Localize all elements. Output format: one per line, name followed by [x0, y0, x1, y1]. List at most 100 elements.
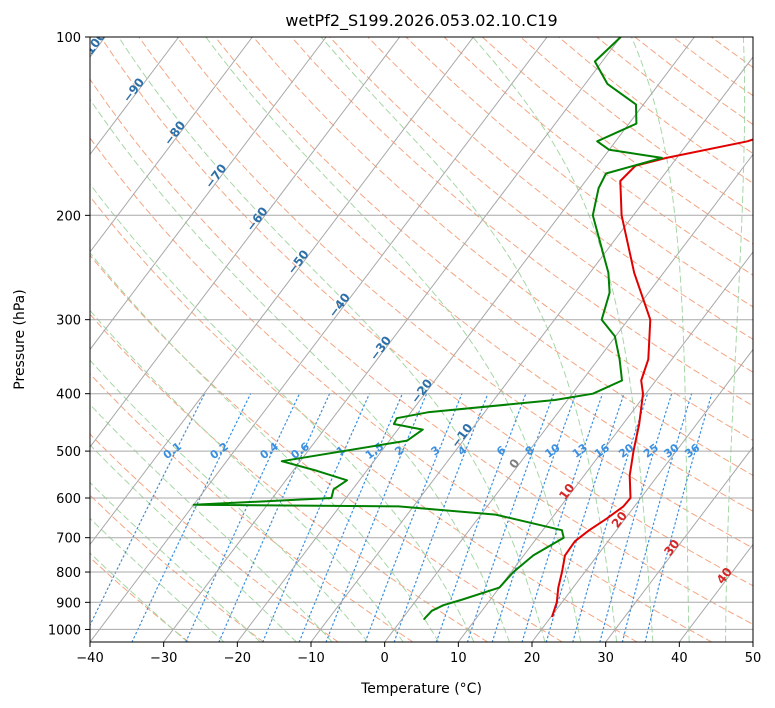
- moist-adiabats: [90, 37, 746, 642]
- y-tick-label: 1000: [48, 623, 81, 638]
- x-tick-label: −40: [76, 651, 103, 666]
- x-tick-label: 50: [745, 651, 762, 666]
- mixing-ratio-line: [218, 393, 331, 642]
- isotherm-label: −60: [243, 204, 270, 234]
- moist-adiabat: [90, 183, 475, 642]
- isotherm: [384, 153, 753, 642]
- chart-title: wetPf2_S199.2026.053.02.10.C19: [285, 11, 557, 31]
- dry-adiabat: [90, 137, 713, 642]
- mixing-ratio-line: [466, 393, 555, 642]
- mixing-ratio-line: [599, 393, 673, 642]
- isotherm-label: −80: [161, 118, 188, 148]
- mixing-ratio-label: 13: [570, 441, 590, 461]
- isotherm: [163, 37, 622, 642]
- temperature-line: [551, 138, 753, 618]
- dry-adiabat: [634, 37, 753, 126]
- y-tick-label: 600: [56, 492, 81, 507]
- y-tick-label: 200: [56, 209, 81, 224]
- isotherm-label: 30: [661, 537, 682, 559]
- moist-adiabat: [90, 251, 439, 642]
- mixing-ratio-label: 0.2: [208, 440, 231, 462]
- dewpoint-line: [192, 37, 663, 620]
- moist-adiabat: [472, 37, 654, 642]
- y-tick-label: 500: [56, 445, 81, 460]
- y-tick-label: 300: [56, 314, 81, 329]
- y-tick-label: 100: [56, 31, 81, 46]
- mixing-ratio-label: 0.1: [161, 440, 184, 462]
- dry-adiabat: [329, 37, 753, 373]
- moist-adiabat: [90, 552, 188, 642]
- x-tick-label: −20: [224, 651, 251, 666]
- dry-adiabat: [367, 37, 753, 340]
- dry-adiabat: [90, 373, 414, 642]
- isotherm-label: −100: [76, 29, 108, 65]
- y-tick-label: 400: [56, 388, 81, 403]
- mixing-ratio-label: 30: [661, 441, 681, 461]
- mixing-ratio-line: [572, 393, 649, 642]
- moist-adiabat: [90, 359, 369, 642]
- moist-adiabat: [90, 444, 297, 642]
- mixing-ratio-line: [644, 393, 713, 642]
- isotherm-label: 10: [556, 481, 577, 503]
- mixing-ratio-line: [364, 393, 463, 642]
- x-tick-label: 40: [671, 651, 688, 666]
- x-axis-label: Temperature (°C): [360, 681, 482, 697]
- y-tick-label: 800: [56, 566, 81, 581]
- moist-adiabat: [205, 37, 582, 642]
- dry-adiabat: [138, 37, 753, 549]
- dry-adiabat: [90, 494, 264, 642]
- y-tick-label: 900: [56, 596, 81, 611]
- x-tick-label: 30: [597, 651, 614, 666]
- mixing-ratio-line: [262, 393, 370, 642]
- dry-adiabat: [710, 37, 753, 68]
- isotherm: [90, 37, 401, 448]
- dry-adiabat: [291, 37, 753, 407]
- axes: −40 −30 −20 −10 0 10 20 30 40 5010020030040050060…: [48, 31, 761, 666]
- moist-adiabat: [118, 37, 546, 642]
- moist-adiabat: [320, 37, 618, 642]
- x-tick-label: 20: [524, 651, 541, 666]
- isotherm-label: 0: [506, 456, 522, 471]
- isotherm: [531, 348, 753, 642]
- mixing-ratio-line: [435, 393, 527, 642]
- sounding-series: [192, 37, 753, 620]
- dry-adiabat: [90, 195, 638, 642]
- isotherm-label: 20: [609, 509, 630, 531]
- dry-adiabat: [90, 556, 190, 642]
- mixing-ratio-line: [90, 393, 206, 627]
- mixing-ratio-label: 16: [592, 441, 612, 461]
- moist-adiabat: [90, 481, 261, 642]
- isotherm: [90, 37, 548, 642]
- isotherm: [90, 37, 327, 351]
- mixing-ratio-line: [491, 393, 577, 642]
- moist-adiabat: [725, 37, 746, 642]
- isotherm: [90, 37, 474, 546]
- dry-adiabat: [443, 37, 753, 276]
- x-tick-label: 10: [450, 651, 467, 666]
- isotherm-label: −90: [120, 75, 147, 105]
- dry-adiabat: [672, 37, 753, 97]
- mixing-ratio-line: [185, 393, 301, 642]
- mixing-ratio-label: 1.5: [363, 440, 386, 462]
- y-axis-label: Pressure (hPa): [12, 289, 28, 389]
- isotherm: [90, 37, 253, 253]
- isotherm: [457, 251, 753, 642]
- dry-adiabat: [90, 313, 489, 642]
- plot-area: 0.1 0.2 0.4 0.6 1 1.5 2 3 4 6 8 10 13 16 20 25 30 36−100−…: [76, 29, 753, 642]
- dry-adiabat: [90, 254, 563, 642]
- mixing-ratio-line: [131, 393, 252, 642]
- x-tick-label: −30: [150, 651, 177, 666]
- mixing-ratio-line: [621, 393, 693, 642]
- isotherm-label: 40: [714, 565, 735, 587]
- mixing-ratio-label: 10: [542, 441, 562, 461]
- pressure-gridlines: [90, 37, 753, 630]
- y-tick-label: 700: [56, 532, 81, 547]
- mixing-ratio-line: [325, 393, 428, 642]
- isotherm: [605, 446, 753, 642]
- dry-adiabat: [176, 37, 753, 512]
- mixing-ratio-label: 0.4: [258, 440, 282, 462]
- isotherm-label: −50: [285, 247, 312, 277]
- isotherms: [90, 37, 753, 642]
- mixing-ratio-line: [545, 393, 625, 642]
